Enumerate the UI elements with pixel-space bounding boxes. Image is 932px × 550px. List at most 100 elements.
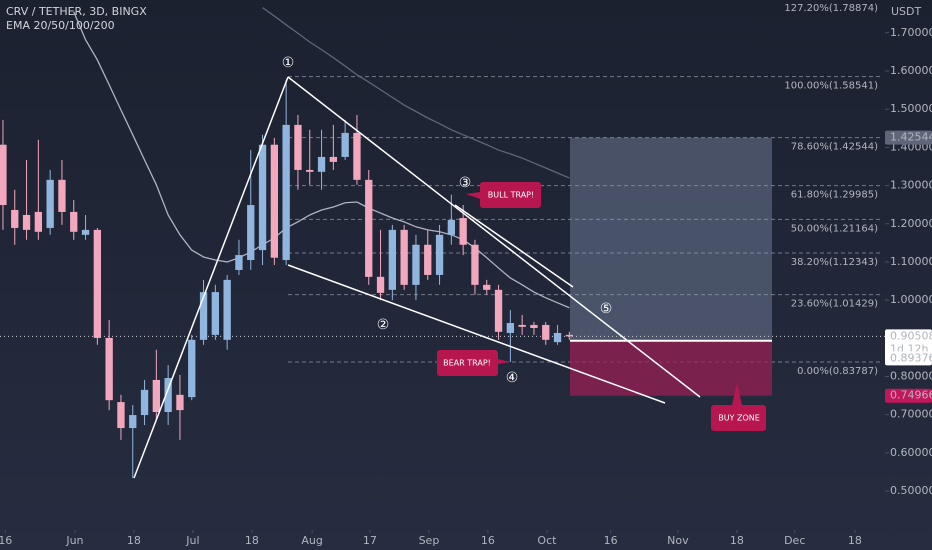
callout-box [711,383,766,431]
target-zone [570,137,772,341]
fib-label: 100.00%(1.58541) [784,81,878,92]
trendline [287,76,701,398]
y-tick-label: 0.60000 [890,446,932,459]
x-tick-label: Oct [537,534,557,547]
x-tick-label: Sep [419,534,440,547]
last-price-tag [885,329,932,357]
wave-label: ⑤ [600,301,613,317]
candle-body [164,378,172,413]
candle-body [565,334,574,337]
y-tick-label: 1.60000 [890,64,932,77]
wave-label: ② [377,317,390,333]
candle-body [412,244,420,285]
price-axis: 0.500000.600000.700000.800000.900001.000… [885,26,932,497]
fib-label: 78.60%(1.42544) [791,142,878,153]
y-tick-label: 1.00000 [890,293,932,306]
candle-body [129,415,137,429]
fib-label: 61.80%(1.29985) [791,190,878,201]
x-tick-label: 16 [0,534,12,547]
x-tick-label: 16 [604,534,618,547]
candle-body [211,292,220,335]
candle-body [329,156,338,162]
callout-box [437,350,510,376]
candle-body [483,284,491,290]
fib-label: 0.00%(0.83787) [797,366,878,377]
candle-body [471,244,479,285]
price-tag-label: 0.89376 [890,351,932,364]
candle-body [388,229,397,290]
price-tag [885,130,932,145]
trendlines [133,76,701,479]
callout-label: BULL TRAP! [488,191,534,200]
candle-body [353,132,361,180]
stop-zone [570,340,772,396]
chart-title: CRV / TETHER, 3D, BINGX [6,5,147,18]
fib-label: 127.20%(1.78874) [784,3,878,14]
last-price-label: 0.90508 [890,329,932,342]
candle-body [235,255,243,270]
y-tick-label: 0.80000 [890,369,932,382]
callout-shapes [437,182,766,431]
candle-body [140,389,149,416]
price-tag [885,351,932,366]
candle-body [93,229,102,338]
x-tick-label: Dec [784,534,805,547]
wave-label: ④ [506,370,519,386]
callout-label: BEAR TRAP! [443,359,491,368]
candle-body [435,234,444,275]
candle-body [152,379,161,413]
axis-unit: USDT [891,5,922,18]
candle-body [176,394,184,411]
candle-body [530,324,538,329]
candle-body [34,211,43,232]
candle-body [341,132,349,157]
x-tick-label: 16 [481,534,495,547]
candle-body [424,244,432,275]
x-tick-label: Aug [301,534,322,547]
indicator-label: EMA 20/50/100/200 [6,19,115,32]
fib-label: 38.20%(1.12343) [791,257,878,268]
candle-body [270,144,279,258]
x-tick-label: 18 [848,534,862,547]
plot-area [0,7,885,479]
fib-label: 23.60%(1.01429) [791,299,878,310]
price-tag [885,388,932,403]
trendline [454,204,574,288]
candle-body [81,229,90,235]
callout-label: BUY ZONE [718,414,760,423]
candle-body [400,229,408,285]
candle-body [0,144,7,206]
candle-body [199,292,208,340]
wave-label: ① [282,55,295,71]
candle-body [294,124,302,170]
y-tick-label: 1.20000 [890,217,932,230]
x-tick-label: 18 [730,534,744,547]
candle-body [70,211,78,232]
candle-body [117,402,125,429]
price-tag-label: 0.74966 [890,389,932,402]
candle-body [518,324,526,327]
candle-body [459,218,467,245]
x-tick-label: Jul [185,534,199,547]
candle-body [506,323,515,333]
candle-body [365,179,373,277]
y-tick-label: 1.10000 [890,255,932,268]
y-tick-label: 1.50000 [890,102,932,115]
candle-body [494,289,503,332]
y-tick-label: 1.70000 [890,26,932,39]
callout-box [466,182,541,208]
y-tick-label: 1.30000 [890,179,932,192]
candle-body [306,169,314,172]
candle-body [376,276,385,293]
candle-body [258,144,267,251]
wave-label: ③ [459,175,472,191]
price-tag-label: 1.42544 [890,131,932,144]
candle-body [317,156,326,172]
x-tick-label: 18 [127,534,141,547]
ema-line [73,11,570,309]
fib-label: 50.00%(1.21164) [791,223,878,234]
x-tick-label: 17 [363,534,377,547]
